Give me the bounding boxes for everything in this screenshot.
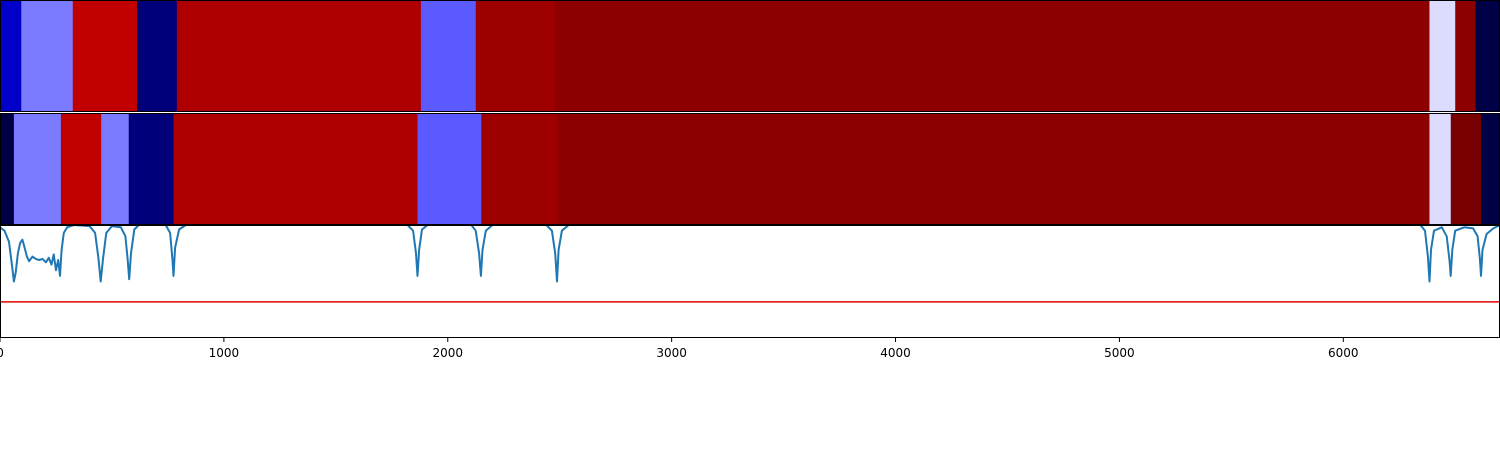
heatmap-cell-r2-4 (101, 113, 130, 225)
heatmap-cell-r2-6 (173, 113, 419, 225)
heatmap-cell-r1-11 (1475, 0, 1500, 112)
panel-frame-3 (0, 225, 1500, 338)
x-tick-label-3000: 3000 (656, 346, 687, 360)
heatmap-cell-r2-2 (13, 113, 62, 225)
heatmap-cell-r1-5 (176, 0, 422, 112)
heatmap-cell-r2-1 (0, 113, 15, 225)
heatmap-cell-r1-2 (21, 0, 74, 112)
x-tick-label-1000: 1000 (209, 346, 240, 360)
heatmap-cell-r1-4 (137, 0, 178, 112)
heatmap-cell-r1-10 (1455, 0, 1476, 112)
heatmap-cell-r2-8 (481, 113, 558, 225)
heatmap-cell-r2-9 (557, 113, 1430, 225)
heatmap-cell-r1-7 (475, 0, 556, 112)
heatmap-row-2 (0, 113, 1500, 225)
x-tick-label-6000: 6000 (1328, 346, 1359, 360)
heatmap-cell-r2-7 (417, 113, 482, 225)
heatmap-cell-r2-5 (128, 113, 175, 225)
heatmap-cell-r1-6 (420, 0, 477, 112)
line-panel (0, 224, 1500, 303)
heatmap-cell-r2-10 (1429, 113, 1452, 225)
heatmap-cell-r2-12 (1480, 113, 1500, 225)
x-tick-label-5000: 5000 (1104, 346, 1135, 360)
heatmap-cell-r2-11 (1450, 113, 1482, 225)
heatmap-cell-r1-8 (555, 0, 1430, 112)
x-tick-label-2000: 2000 (432, 346, 463, 360)
heatmap-row-1 (0, 0, 1500, 112)
heatmap-cell-r1-3 (72, 0, 138, 112)
series-line (0, 224, 1500, 283)
heatmap-cell-r1-9 (1429, 0, 1456, 112)
heatmap-cell-r1-1 (0, 0, 22, 112)
heatmap-cell-r2-3 (60, 113, 102, 225)
x-tick-label-4000: 4000 (880, 346, 911, 360)
x-axis: 0 1000 2000 3000 4000 5000 6000 (0, 338, 1359, 360)
x-tick-label-0: 0 (0, 346, 4, 360)
